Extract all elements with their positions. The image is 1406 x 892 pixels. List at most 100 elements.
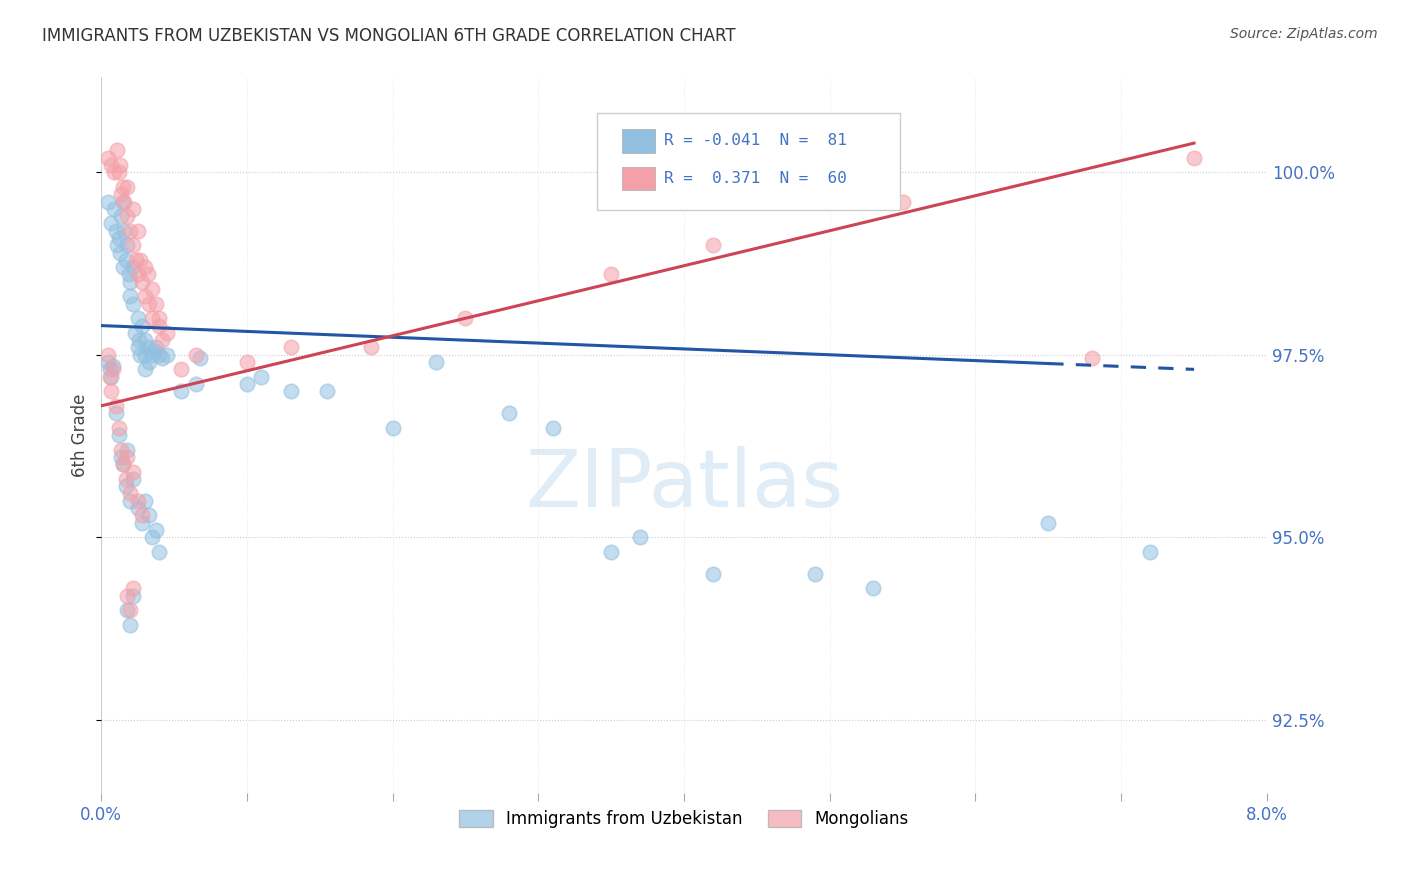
Point xyxy=(100,158,122,172)
Point xyxy=(131,516,153,530)
Point xyxy=(141,530,163,544)
Point xyxy=(120,486,142,500)
Point xyxy=(112,194,135,209)
Point xyxy=(498,406,520,420)
Point xyxy=(127,493,149,508)
Point xyxy=(138,355,160,369)
Point xyxy=(122,238,145,252)
Point xyxy=(120,493,142,508)
Point xyxy=(110,450,132,464)
Point xyxy=(110,209,132,223)
Point xyxy=(125,252,148,267)
Point xyxy=(97,151,120,165)
Point xyxy=(134,348,156,362)
Point xyxy=(117,450,139,464)
Point xyxy=(120,617,142,632)
Point xyxy=(131,318,153,333)
Point xyxy=(110,187,132,202)
Point xyxy=(131,275,153,289)
Point xyxy=(105,238,128,252)
Text: R =  0.371  N =  60: R = 0.371 N = 60 xyxy=(664,170,846,186)
Text: R = -0.041  N =  81: R = -0.041 N = 81 xyxy=(664,133,846,148)
Point xyxy=(97,348,120,362)
Point xyxy=(381,421,404,435)
Point xyxy=(117,442,139,457)
Point xyxy=(280,341,302,355)
Point xyxy=(97,355,120,369)
Point xyxy=(111,260,134,275)
Point xyxy=(120,603,142,617)
Point xyxy=(134,362,156,376)
Point xyxy=(107,231,129,245)
Point xyxy=(120,224,142,238)
Point xyxy=(117,180,139,194)
Point xyxy=(107,428,129,442)
Point xyxy=(141,348,163,362)
Point xyxy=(127,268,149,282)
Point xyxy=(100,216,122,230)
Point xyxy=(122,260,145,275)
Point xyxy=(360,341,382,355)
Point xyxy=(112,224,135,238)
Text: IMMIGRANTS FROM UZBEKISTAN VS MONGOLIAN 6TH GRADE CORRELATION CHART: IMMIGRANTS FROM UZBEKISTAN VS MONGOLIAN … xyxy=(42,27,735,45)
Point xyxy=(170,384,193,399)
Point xyxy=(1038,516,1060,530)
Point xyxy=(1182,151,1205,165)
Point xyxy=(117,238,139,252)
Point xyxy=(142,344,165,359)
Text: ZIPatlas: ZIPatlas xyxy=(524,446,844,524)
Point xyxy=(127,311,149,326)
Point xyxy=(108,245,131,260)
Point xyxy=(97,194,120,209)
Point xyxy=(150,351,173,366)
Point xyxy=(138,508,160,523)
Point xyxy=(115,472,138,486)
Point xyxy=(131,508,153,523)
Point xyxy=(115,479,138,493)
Point xyxy=(891,194,914,209)
Point xyxy=(156,326,179,340)
Point xyxy=(804,566,827,581)
Point xyxy=(250,369,273,384)
Point xyxy=(148,318,170,333)
Point xyxy=(103,202,125,216)
Point xyxy=(136,341,159,355)
Point xyxy=(100,384,122,399)
Point xyxy=(134,289,156,303)
Point xyxy=(101,362,124,376)
Point xyxy=(145,296,167,310)
Point xyxy=(141,311,163,326)
Point xyxy=(122,465,145,479)
Point xyxy=(145,341,167,355)
Point xyxy=(702,238,724,252)
Point xyxy=(236,376,259,391)
Point xyxy=(110,442,132,457)
Point xyxy=(101,359,124,373)
Point xyxy=(188,351,211,366)
Point xyxy=(118,268,141,282)
Point xyxy=(117,603,139,617)
FancyBboxPatch shape xyxy=(623,129,655,153)
Point xyxy=(134,333,156,347)
Y-axis label: 6th Grade: 6th Grade xyxy=(72,393,89,476)
Point xyxy=(98,362,121,376)
Point xyxy=(156,348,179,362)
Point xyxy=(122,582,145,596)
Point xyxy=(138,296,160,310)
Point xyxy=(111,457,134,471)
Point xyxy=(236,355,259,369)
Point xyxy=(129,252,152,267)
Point xyxy=(184,376,207,391)
Point xyxy=(111,194,134,209)
Point xyxy=(120,275,142,289)
Point xyxy=(136,268,159,282)
Point xyxy=(98,369,121,384)
Point xyxy=(127,501,149,516)
Text: Source: ZipAtlas.com: Source: ZipAtlas.com xyxy=(1230,27,1378,41)
Point xyxy=(134,493,156,508)
Point xyxy=(145,523,167,537)
Point xyxy=(117,209,139,223)
Point xyxy=(141,282,163,296)
Point xyxy=(127,341,149,355)
Point xyxy=(108,158,131,172)
